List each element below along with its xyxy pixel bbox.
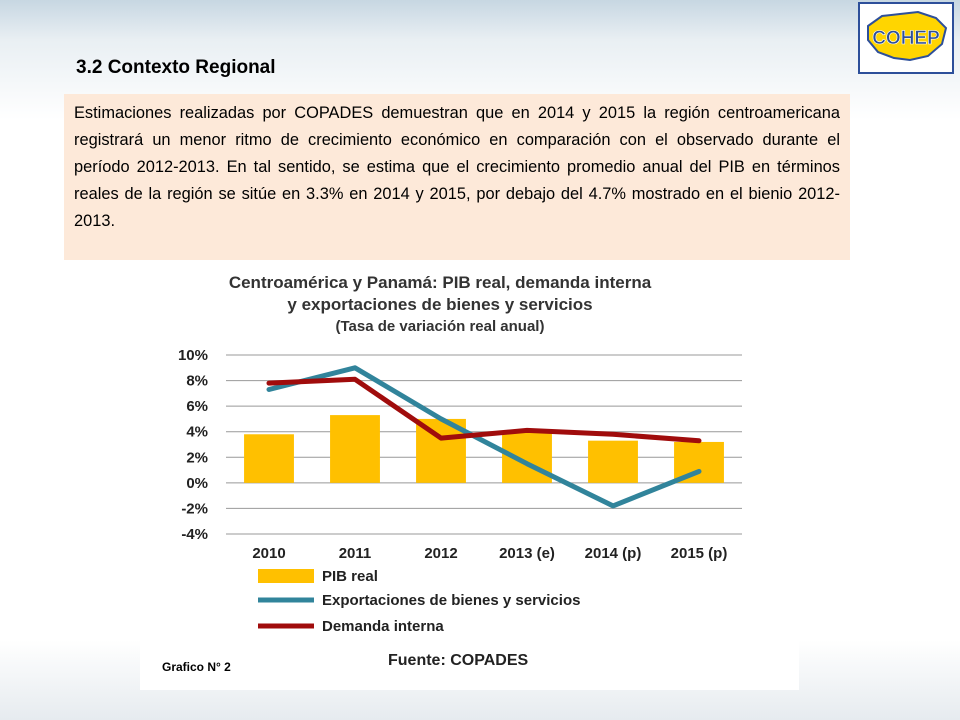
summary-text: Estimaciones realizadas por COPADES demu… <box>64 94 850 260</box>
cohep-logo: COHEP <box>858 2 954 74</box>
logo-map-shape <box>867 10 948 62</box>
chart-title-line-2: y exportaciones de bienes y servicios <box>287 295 592 314</box>
x-tick-label: 2014 (p) <box>585 545 642 562</box>
y-tick-label: 2% <box>186 449 208 466</box>
x-axis-ticks: 2010 2011 2012 2013 (e) 2014 (p) 2015 (p) <box>252 545 727 562</box>
legend-label: PIB real <box>322 568 378 585</box>
figure-caption: Grafico N° 2 <box>162 660 231 674</box>
x-tick-label: 2012 <box>424 545 457 562</box>
legend-swatch-pib <box>258 569 314 583</box>
y-axis-ticks: 10% 8% 6% 4% 2% 0% -2% -4% <box>178 347 208 543</box>
bar-pib-real <box>588 440 638 483</box>
x-tick-label: 2011 <box>339 545 372 562</box>
y-tick-label: 6% <box>186 398 208 415</box>
legend-label: Demanda interna <box>322 618 444 635</box>
y-tick-label: 8% <box>186 373 208 390</box>
line-series <box>266 365 702 509</box>
bar-pib-real <box>244 434 294 483</box>
chart-subtitle: (Tasa de variación real anual) <box>336 318 545 335</box>
gdp-chart: Centroamérica y Panamá: PIB real, demand… <box>178 273 742 635</box>
y-tick-label: -4% <box>181 526 208 543</box>
grid-lines <box>226 354 742 535</box>
y-tick-label: 0% <box>186 475 208 492</box>
y-tick-label: 10% <box>178 347 208 364</box>
line-demanda-interna <box>266 376 702 444</box>
chart-panel: Centroamérica y Panamá: PIB real, demand… <box>140 260 799 690</box>
legend: PIB real Exportaciones de bienes y servic… <box>258 568 580 635</box>
x-tick-label: 2013 (e) <box>499 545 555 562</box>
logo-text: COHEP <box>872 28 940 49</box>
legend-label: Exportaciones de bienes y servicios <box>322 592 580 609</box>
page-title: 3.2 Contexto Regional <box>76 57 276 78</box>
line-exportaciones <box>266 365 702 509</box>
x-tick-label: 2015 (p) <box>671 545 728 562</box>
y-tick-label: 4% <box>186 424 208 441</box>
chart-source: Fuente: COPADES <box>388 652 529 669</box>
bar-pib-real <box>330 415 380 483</box>
bar-series <box>244 415 724 483</box>
chart-title-line-1: Centroamérica y Panamá: PIB real, demand… <box>229 273 652 292</box>
x-tick-label: 2010 <box>252 545 285 562</box>
y-tick-label: -2% <box>181 500 208 517</box>
